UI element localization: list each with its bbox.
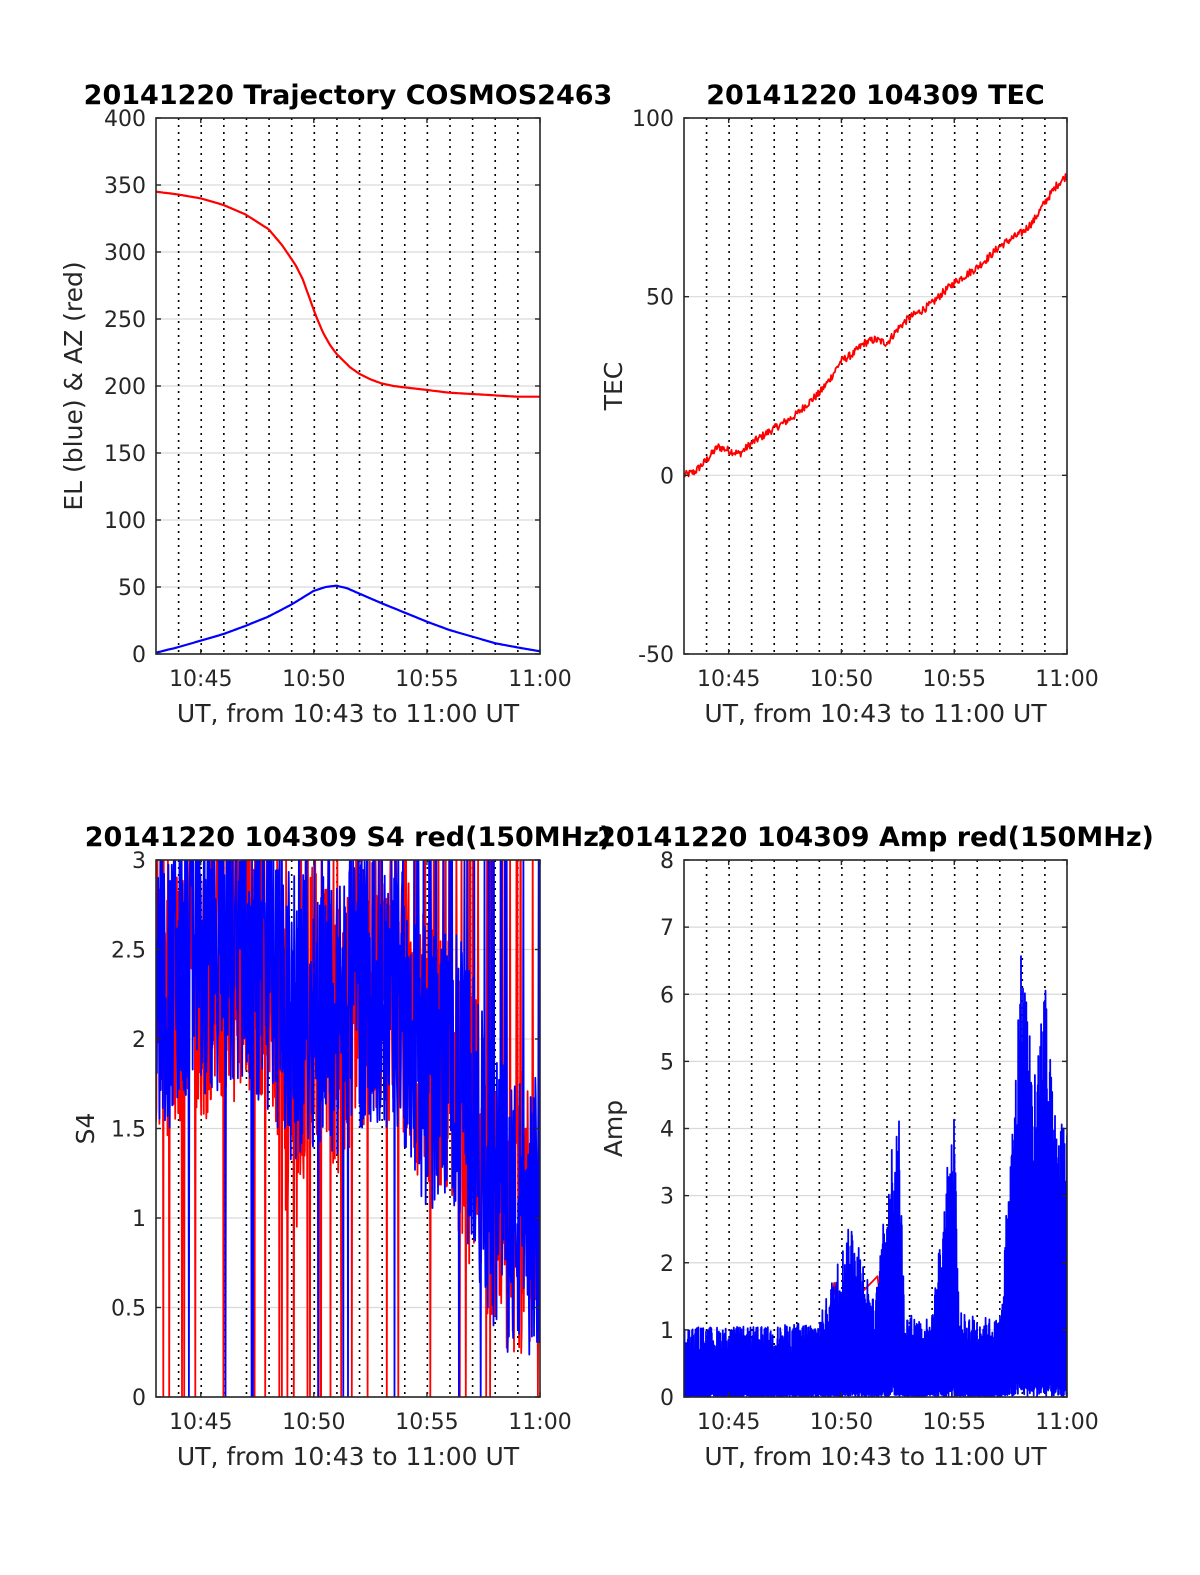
y-tick-label: 3: [132, 849, 146, 874]
x-tick-label: 10:55: [395, 667, 458, 692]
y-tick-label: 400: [104, 107, 146, 132]
y-tick-label: 4: [660, 1118, 674, 1143]
y-tick-label: 3: [660, 1185, 674, 1210]
y-tick-label: 0: [660, 1386, 674, 1411]
chart-panel-4: 0 1 2 3 4 5 6 7 8 10:45 10:50 10:55 11:00 20141220 10…: [597, 822, 1154, 1471]
chart-title: 20141220 Trajectory COSMOS2463: [84, 80, 613, 111]
chart-title: 20141220 104309 TEC: [706, 80, 1045, 111]
y-tick-label: -50: [638, 643, 674, 668]
chart-title: 20141220 104309 S4 red(150MHz): [85, 822, 612, 853]
x-axis-label: UT, from 10:43 to 11:00 UT: [177, 699, 520, 728]
y-tick-label: 100: [104, 509, 146, 534]
y-tick-label: 50: [118, 576, 146, 601]
series-line-1: [156, 190, 540, 398]
x-tick-label: 11:00: [1035, 1410, 1098, 1435]
plot-area: [156, 860, 540, 1397]
x-tick-label: 10:55: [923, 1410, 986, 1435]
x-tick-label: 10:45: [697, 667, 760, 692]
y-axis-label: TEC: [599, 362, 628, 412]
x-tick-label: 10:55: [923, 667, 986, 692]
x-axis-label: UT, from 10:43 to 11:00 UT: [704, 1442, 1047, 1471]
x-tick-label: 11:00: [508, 667, 571, 692]
x-tick-label: 10:50: [282, 1410, 345, 1435]
y-tick-label: 2: [132, 1028, 146, 1053]
y-tick-label: 0: [132, 643, 146, 668]
y-tick-label: 50: [646, 286, 674, 311]
series-line-2: [156, 584, 540, 654]
chart-panel-3: 0 0.5 1 1.5 2 2.5 3 10:45 10:50 10:55 11:00 2014122…: [71, 822, 612, 1471]
x-tick-label: 10:55: [395, 1410, 458, 1435]
axes-box: [683, 117, 1068, 655]
plot-area: [156, 190, 540, 654]
x-tick-label: 10:50: [282, 667, 345, 692]
y-tick-label: 8: [660, 849, 674, 874]
y-axis-label: Amp: [599, 1100, 628, 1157]
series-line-2: [156, 860, 540, 1397]
y-tick-label: 6: [660, 983, 674, 1008]
plot-area: [684, 173, 1067, 478]
y-tick-label: 100: [632, 107, 674, 132]
y-tick-label: 350: [104, 174, 146, 199]
chart-panel-2: -50 0 50 100 10:45 10:50 10:55 11:00 20141220 10…: [599, 80, 1099, 728]
series-line-1: [684, 173, 1067, 478]
chart-panel-1: 0 50 100 150 200 250 300 350 400 10:45 10:50 10:55 1…: [59, 80, 612, 728]
y-tick-label: 1.5: [111, 1118, 146, 1143]
y-tick-label: 0: [660, 464, 674, 489]
plot-area: [684, 955, 1067, 1397]
y-tick-label: 2.5: [111, 939, 146, 964]
y-tick-label: 2: [660, 1252, 674, 1277]
chart-title: 20141220 104309 Amp red(150MHz): [597, 822, 1154, 853]
y-tick-label: 7: [660, 916, 674, 941]
y-tick-label: 5: [660, 1050, 674, 1075]
y-axis-label: EL (blue) & AZ (red): [59, 261, 88, 510]
y-tick-label: 1: [660, 1319, 674, 1344]
y-tick-label: 250: [104, 308, 146, 333]
y-axis-label: S4: [71, 1113, 100, 1145]
y-tick-label: 200: [104, 375, 146, 400]
x-tick-label: 10:45: [169, 667, 232, 692]
x-tick-label: 10:45: [169, 1410, 232, 1435]
x-tick-label: 10:50: [810, 667, 873, 692]
y-tick-label: 150: [104, 442, 146, 467]
x-axis-label: UT, from 10:43 to 11:00 UT: [177, 1442, 520, 1471]
x-tick-label: 10:50: [810, 1410, 873, 1435]
y-tick-label: 0: [132, 1386, 146, 1411]
x-tick-label: 10:45: [697, 1410, 760, 1435]
x-tick-label: 11:00: [1035, 667, 1098, 692]
y-tick-label: 300: [104, 241, 146, 266]
x-tick-label: 11:00: [508, 1410, 571, 1435]
x-axis-label: UT, from 10:43 to 11:00 UT: [704, 699, 1047, 728]
y-tick-label: 0.5: [111, 1297, 146, 1322]
y-tick-label: 1: [132, 1207, 146, 1232]
series-line-2: [684, 955, 1067, 1397]
